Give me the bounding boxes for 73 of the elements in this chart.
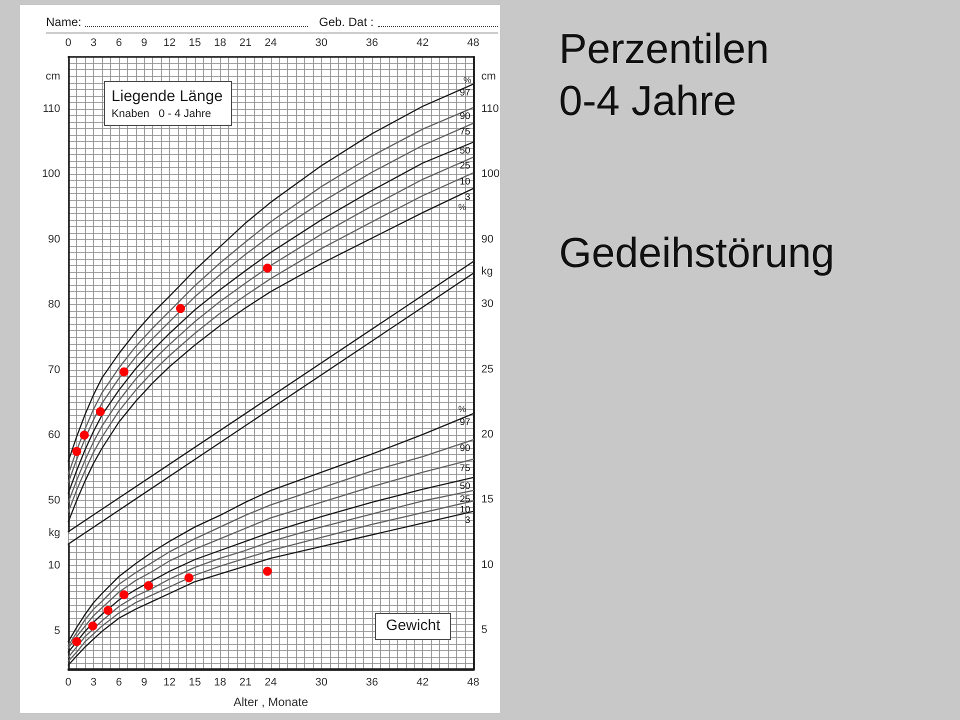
y2-tick-label: 20 [481,428,494,440]
x2-tick-label: 42 [416,37,429,50]
x2-tick-label: 21 [239,37,252,50]
x2-tick-label: 18 [214,37,226,50]
x2-tick-label: 6 [116,37,122,50]
x-axis-title: Alter , Monate [233,695,308,709]
x-tick-label: 0 [65,676,72,688]
y-tick-label: 5 [54,624,60,637]
x-tick-label: 24 [264,676,277,688]
series-label: 90 [460,443,470,454]
x-tick-label: 12 [163,676,176,688]
y2-axis-title: kg [481,266,493,278]
x2-tick-label: 48 [467,37,480,50]
x-tick-label: 21 [239,676,252,688]
annotation: Knaben 0 - 4 Jahre [112,108,212,120]
y-axis-title: cm [46,70,60,82]
series-label: 50 [460,480,470,492]
annotation: % [457,404,468,414]
y2-tick-label: 30 [481,298,494,310]
series-label: 25 [460,160,470,172]
annotation: % [463,75,472,86]
series-label: 50 [460,146,470,157]
x-tick-label: 42 [416,676,429,688]
x-tick-label: 15 [188,676,201,688]
x2-tick-label: 0 [65,37,72,50]
x-tick-label: 18 [214,676,226,688]
x-tick-label: 6 [116,676,122,688]
series-label: 75 [460,126,470,138]
annotation: Gewicht [385,617,442,634]
series-label: 97 [460,88,470,99]
x2-tick-label: 36 [366,37,378,50]
y2-axis-title: cm [481,70,496,82]
series-label: 75 [460,462,470,474]
y2-tick-label: 15 [481,494,494,506]
y-tick-label: 60 [48,429,60,442]
x2-tick-label: 3 [90,37,97,50]
y-tick-label: 90 [48,233,60,246]
x-tick-label: 36 [366,676,378,688]
y-tick-label: 10 [48,560,60,572]
x-tick-label: 3 [90,676,97,688]
x-tick-label: 9 [141,676,148,688]
y-tick-label: 50 [48,494,60,506]
x2-tick-label: 9 [141,37,148,50]
y2-tick-label: 5 [481,624,488,636]
y2-tick-label: 110 [481,102,499,115]
series-label: 3 [465,514,470,526]
series-label: 10 [460,504,470,516]
annotation: % [457,202,468,212]
annotation: Liegende Länge [112,88,223,105]
y2-tick-label: 90 [481,233,494,246]
y-tick-label: 80 [48,298,60,311]
text: Perzentilen 0-4 Jahre [559,24,770,126]
series-label: 3 [465,192,470,203]
x2-tick-label: 12 [163,37,176,50]
x2-tick-label: 24 [264,37,277,50]
text: Name: [46,15,82,29]
series-label: 25 [460,494,470,506]
x2-tick-label: 15 [188,37,201,50]
y-tick-label: 110 [42,102,60,115]
y-tick-label: 100 [42,168,60,180]
x-tick-label: 30 [315,676,328,688]
y2-tick-label: 25 [481,363,494,376]
y2-tick-label: 100 [481,168,500,180]
y2-tick-label: 10 [481,558,494,571]
series-label: 90 [460,111,470,122]
y-tick-label: 70 [48,364,60,376]
x-tick-label: 48 [467,676,480,688]
y-axis-title: kg [48,526,60,539]
series-label: 97 [460,417,470,428]
text: Gedeihstörung [559,228,835,278]
text: Geb. Dat : [319,15,374,29]
series-label: 10 [460,176,470,188]
x2-tick-label: 30 [315,37,328,50]
